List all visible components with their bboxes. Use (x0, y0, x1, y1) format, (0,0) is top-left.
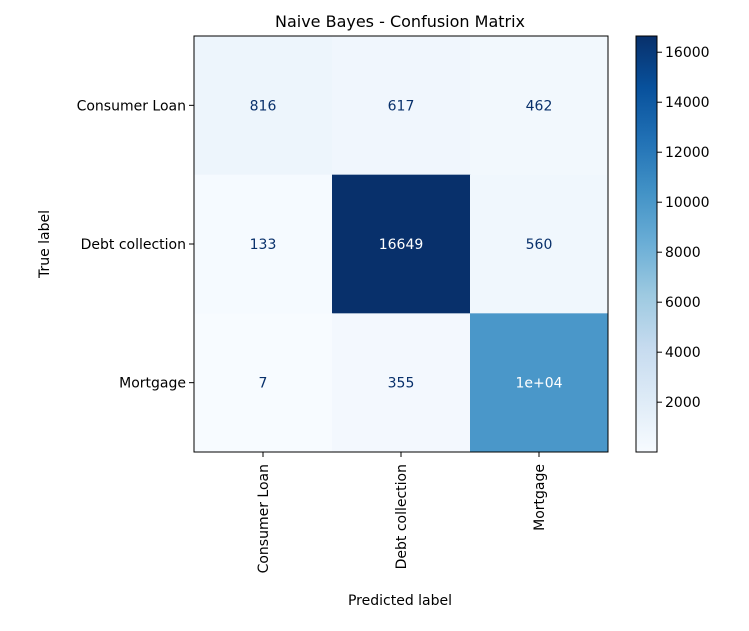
y-tick-label: Debt collection (81, 237, 186, 253)
cell-value-label: 355 (388, 376, 415, 392)
heatmap-cell (470, 36, 609, 176)
heatmap-cells: 816 617 462 133 16649 560 7 355 1e+04 (194, 36, 609, 453)
colorbar-tick-label: 4000 (665, 345, 701, 361)
colorbar-tick-label: 10000 (665, 195, 710, 211)
heatmap-cell (470, 313, 609, 453)
x-axis-ticks: Consumer Loan Debt collection Mortgage (256, 452, 548, 573)
x-tick-label: Consumer Loan (256, 464, 272, 573)
cell-value-label: 133 (250, 237, 277, 253)
colorbar-tick-label: 12000 (665, 145, 710, 161)
cell-value-label: 7 (259, 376, 268, 392)
colorbar-tick-label: 14000 (665, 95, 710, 111)
heatmap-cell (194, 36, 333, 176)
cell-value-label: 16649 (379, 237, 424, 253)
colorbar-tick-label: 8000 (665, 245, 701, 261)
cell-value-label: 560 (526, 237, 553, 253)
y-axis-ticks: Consumer Loan Debt collection Mortgage (77, 98, 194, 392)
cell-value-label: 816 (250, 98, 277, 114)
cell-value-label: 462 (526, 98, 553, 114)
y-axis-label: True label (37, 210, 53, 279)
cell-value-label: 617 (388, 98, 415, 114)
cell-value-label: 1e+04 (515, 376, 562, 392)
heatmap-cell (332, 36, 471, 176)
colorbar-tick-label: 6000 (665, 295, 701, 311)
x-axis-label: Predicted label (348, 593, 452, 609)
x-tick-label: Debt collection (394, 464, 410, 569)
colorbar-ticks: 2000 4000 6000 8000 10000 12000 14000 16000 (657, 45, 710, 411)
heatmap-cell (194, 174, 333, 314)
heatmap-cell (470, 174, 609, 314)
heatmap-cell (194, 313, 333, 453)
colorbar (635, 35, 658, 453)
chart-title: Naive Bayes - Confusion Matrix (275, 12, 525, 31)
x-tick-label: Mortgage (532, 464, 548, 531)
y-tick-label: Mortgage (119, 376, 186, 392)
y-tick-label: Consumer Loan (77, 98, 186, 114)
heatmap-cell (332, 174, 471, 314)
colorbar-tick-label: 2000 (665, 395, 701, 411)
heatmap-cell (332, 313, 471, 453)
colorbar-tick-label: 16000 (665, 45, 710, 61)
